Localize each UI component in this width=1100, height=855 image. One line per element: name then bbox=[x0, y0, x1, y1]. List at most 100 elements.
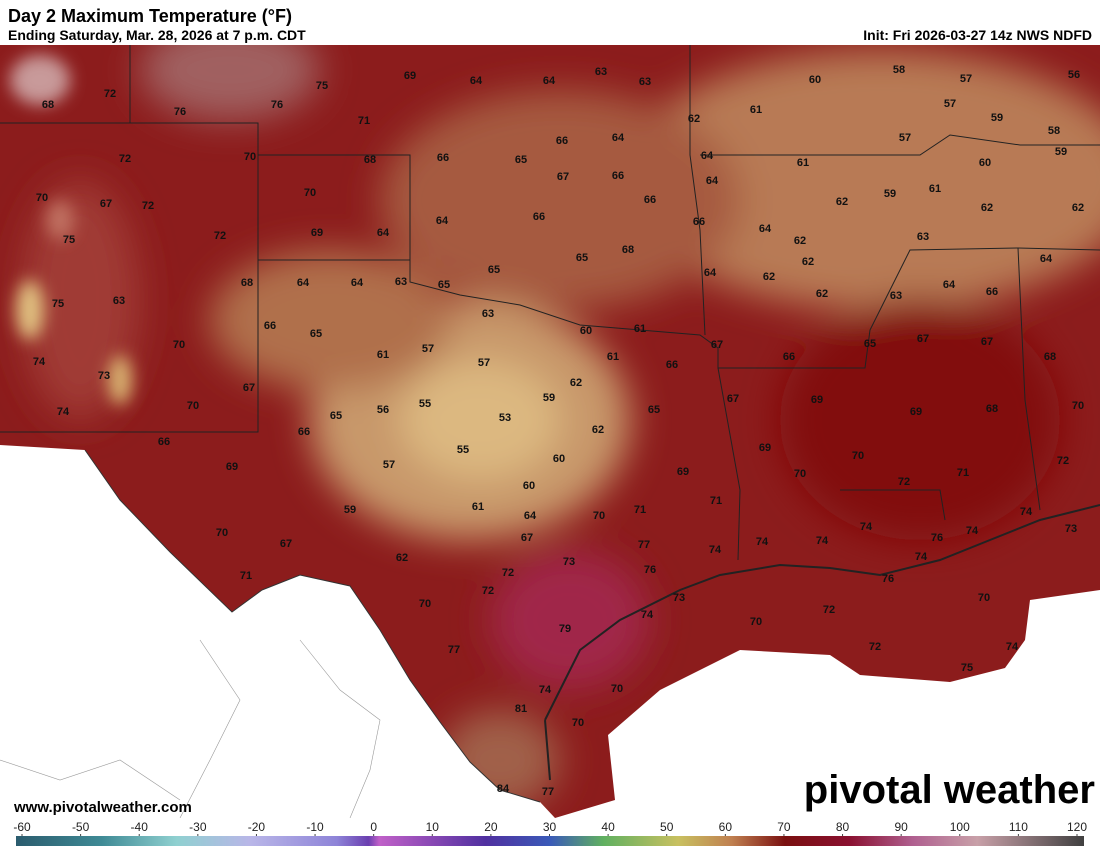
temperature-label: 63 bbox=[890, 290, 902, 302]
colorbar-tick-label: 80 bbox=[836, 820, 850, 834]
temperature-label: 62 bbox=[794, 235, 806, 247]
temperature-label: 76 bbox=[931, 532, 943, 544]
temperature-label: 68 bbox=[364, 154, 376, 166]
temperature-label: 71 bbox=[240, 570, 252, 582]
temperature-label: 59 bbox=[344, 504, 356, 516]
temperature-label: 57 bbox=[422, 343, 434, 355]
temperature-label: 58 bbox=[893, 64, 905, 76]
temperature-label: 70 bbox=[419, 598, 431, 610]
temperature-label: 74 bbox=[816, 535, 829, 547]
temperature-label: 60 bbox=[523, 480, 535, 492]
temperature-label: 70 bbox=[216, 527, 228, 539]
temperature-label: 64 bbox=[470, 75, 483, 87]
temperature-label: 70 bbox=[572, 717, 584, 729]
temperature-label: 68 bbox=[42, 99, 54, 111]
temperature-label: 71 bbox=[358, 115, 370, 127]
temperature-label: 68 bbox=[622, 244, 634, 256]
temperature-label: 59 bbox=[1055, 146, 1067, 158]
temperature-label: 65 bbox=[648, 404, 660, 416]
temperature-label: 66 bbox=[666, 359, 678, 371]
temperature-label: 67 bbox=[917, 333, 929, 345]
temperature-label: 74 bbox=[966, 525, 979, 537]
temperature-label: 70 bbox=[611, 683, 623, 695]
temperature-label: 75 bbox=[961, 662, 973, 674]
temperature-label: 70 bbox=[1072, 400, 1084, 412]
temperature-label: 76 bbox=[271, 99, 283, 111]
colorbar-tick-label: 90 bbox=[894, 820, 908, 834]
temperature-label: 56 bbox=[1068, 69, 1080, 81]
temperature-label: 60 bbox=[809, 74, 821, 86]
map: 69 64 64 63 63 60 58 57 56 72 75 76 76 68 57 61 62 59 71 58… bbox=[0, 45, 1100, 818]
temperature-field bbox=[20, 45, 1100, 810]
temperature-label: 70 bbox=[852, 450, 864, 462]
temperature-label: 77 bbox=[448, 644, 460, 656]
temperature-label: 69 bbox=[226, 461, 238, 473]
temperature-label: 56 bbox=[377, 404, 389, 416]
colorbar-tick-label: -20 bbox=[248, 820, 266, 834]
temperature-label: 69 bbox=[677, 466, 689, 478]
temperature-label: 69 bbox=[910, 406, 922, 418]
temperature-label: 76 bbox=[882, 573, 894, 585]
temperature-label: 60 bbox=[553, 453, 565, 465]
temperature-label: 63 bbox=[595, 66, 607, 78]
temperature-label: 72 bbox=[214, 230, 226, 242]
temperature-label: 63 bbox=[482, 308, 494, 320]
colorbar-tick-label: 10 bbox=[426, 820, 440, 834]
temperature-label: 64 bbox=[701, 150, 714, 162]
temperature-label: 64 bbox=[943, 279, 956, 291]
temperature-label: 70 bbox=[187, 400, 199, 412]
temperature-label: 66 bbox=[533, 211, 545, 223]
temperature-label: 75 bbox=[316, 80, 328, 92]
temperature-label: 76 bbox=[644, 564, 656, 576]
temperature-label: 64 bbox=[351, 277, 364, 289]
temperature-label: 74 bbox=[915, 551, 928, 563]
temperature-label: 62 bbox=[396, 552, 408, 564]
temperature-label: 72 bbox=[869, 641, 881, 653]
temperature-label: 69 bbox=[311, 227, 323, 239]
colorbar-tick-label: -30 bbox=[189, 820, 207, 834]
temperature-label: 72 bbox=[1057, 455, 1069, 467]
temperature-label: 74 bbox=[1006, 641, 1019, 653]
temperature-label: 64 bbox=[377, 227, 390, 239]
temperature-label: 66 bbox=[783, 351, 795, 363]
temperature-label: 65 bbox=[310, 328, 322, 340]
temperature-label: 65 bbox=[488, 264, 500, 276]
temperature-label: 62 bbox=[816, 288, 828, 300]
colorbar-tick-label: 40 bbox=[601, 820, 615, 834]
temperature-label: 64 bbox=[612, 132, 625, 144]
colorbar-tick-label: 50 bbox=[660, 820, 674, 834]
temperature-label: 64 bbox=[543, 75, 556, 87]
temperature-label: 68 bbox=[986, 403, 998, 415]
boundaries bbox=[0, 45, 1100, 803]
temperature-label: 64 bbox=[759, 223, 772, 235]
temperature-label: 70 bbox=[750, 616, 762, 628]
temperature-label: 65 bbox=[330, 410, 342, 422]
temperature-label: 72 bbox=[104, 88, 116, 100]
temperature-label: 70 bbox=[173, 339, 185, 351]
temperature-label: 68 bbox=[1044, 351, 1056, 363]
colorbar-tick-label: -10 bbox=[306, 820, 324, 834]
gulf-no-data bbox=[555, 590, 1100, 818]
temperature-label: 77 bbox=[542, 786, 554, 798]
temperature-label: 66 bbox=[556, 135, 568, 147]
temperature-label: 81 bbox=[515, 703, 527, 715]
colorbar-tick-label: 0 bbox=[370, 820, 377, 834]
coastline bbox=[559, 504, 1100, 691]
temperature-label: 75 bbox=[52, 298, 64, 310]
temperature-label: 64 bbox=[524, 510, 537, 522]
temperature-label: 72 bbox=[142, 200, 154, 212]
temperature-label: 67 bbox=[981, 336, 993, 348]
temperature-label: 66 bbox=[693, 216, 705, 228]
website: www.pivotalweather.com bbox=[13, 799, 192, 816]
temperature-label: 70 bbox=[304, 187, 316, 199]
temperature-label: 66 bbox=[298, 426, 310, 438]
temperature-label: 69 bbox=[759, 442, 771, 454]
temperature-label: 73 bbox=[673, 592, 685, 604]
temperature-label: 76 bbox=[174, 106, 186, 118]
temperature-label: 63 bbox=[639, 76, 651, 88]
temperature-label: 63 bbox=[113, 295, 125, 307]
colorbar bbox=[16, 836, 1084, 846]
temperature-label: 57 bbox=[944, 98, 956, 110]
temperature-label: 55 bbox=[457, 444, 469, 456]
